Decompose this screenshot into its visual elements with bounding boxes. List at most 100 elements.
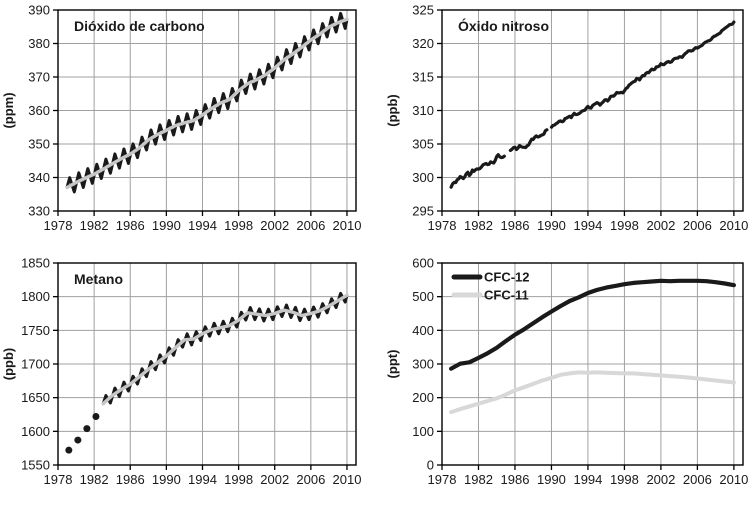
x-tick-label: 1982 [80,218,109,233]
x-tick-label: 2002 [646,218,675,233]
x-tick-label: 1994 [188,472,217,487]
y-tick-label: 1850 [21,256,50,271]
gridlines [442,10,743,211]
y-tick-label: 370 [28,70,50,85]
x-tick-label: 1986 [501,472,530,487]
chart-title: Metano [74,271,123,287]
y-tick-label: 200 [412,390,434,405]
x-tick-label: 1982 [464,218,493,233]
x-tick-label: 2010 [719,472,748,487]
y-tick-label: 1550 [21,458,50,473]
gridlines [58,263,356,465]
y-tick-label: 390 [28,3,50,18]
y-tick-label: 340 [28,170,50,185]
x-tick-label: 1990 [152,472,181,487]
axis-ticks: 330 340 350 360 370 380 390 1978 1982 1986 1990 199… [28,3,361,234]
legend-label-cfc-11: CFC-11 [484,288,529,303]
y-tick-label: 1650 [21,390,50,405]
x-tick-label: 2002 [646,472,675,487]
x-tick-label: 2002 [260,472,289,487]
chart-svg-co2: 330 340 350 360 370 380 390 1978 1982 1986 1990 199… [1,3,361,234]
series-cfc-12 [448,278,736,371]
y-axis-unit-label: (ppt) [385,350,400,379]
x-tick-label: 2006 [296,218,325,233]
series-co2-tendencia [65,17,349,190]
y-axis-unit-label: (ppb) [1,348,16,380]
x-tick-label: 1994 [188,218,217,233]
data-dot [92,413,100,421]
y-tick-label: 295 [412,204,434,219]
x-tick-label: 1978 [44,218,73,233]
y-axis-unit-label: (ppm) [1,92,16,128]
chart-title: Dióxido de carbono [74,18,205,34]
data-dot [83,425,91,433]
y-axis-unit-label: (ppb) [385,94,400,126]
chart-cfc: 0 100 200 300 400 500 600 1978 1982 1986 1990 1994 1… [376,253,753,507]
y-tick-label: 1800 [21,289,50,304]
legend: CFC-12 CFC-11 [451,270,530,303]
chart-nitrous-oxide: 295 300 305 310 315 320 325 1978 1982 1986 1990 199… [376,0,753,253]
chart-carbon-dioxide: 330 340 350 360 370 380 390 1978 1982 1986 1990 199… [0,0,376,253]
x-tick-label: 1978 [428,218,457,233]
x-tick-label: 1986 [116,472,145,487]
x-tick-label: 2006 [683,218,712,233]
y-tick-label: 1750 [21,323,50,338]
x-tick-label: 1998 [224,218,253,233]
x-tick-label: 2006 [296,472,325,487]
series-group [448,278,736,415]
chart-svg-ch4: 1550 1600 1650 1700 1750 1800 1850 1978 1982 1986… [1,256,361,488]
x-tick-label: 1998 [610,218,639,233]
y-tick-label: 100 [412,424,434,439]
x-tick-label: 1994 [573,218,602,233]
y-tick-label: 320 [412,36,434,51]
axis-ticks: 0 100 200 300 400 500 600 1978 1982 1986 1990 1994 1… [412,256,748,488]
y-tick-label: 500 [412,289,434,304]
x-tick-label: 2010 [333,218,362,233]
x-tick-label: 2002 [260,218,289,233]
x-tick-label: 1978 [44,472,73,487]
series-group [65,291,349,454]
y-tick-label: 0 [427,458,434,473]
series-cfc-11 [449,370,736,415]
x-tick-label: 1978 [428,472,457,487]
y-tick-label: 325 [412,3,434,18]
y-tick-label: 360 [28,103,50,118]
y-tick-label: 400 [412,323,434,338]
x-tick-label: 1998 [224,472,253,487]
y-tick-label: 300 [412,170,434,185]
y-tick-label: 1600 [21,424,50,439]
x-tick-label: 1982 [80,472,109,487]
x-tick-label: 1986 [501,218,530,233]
series-ch4-tendencia [101,293,349,406]
chart-svg-n2o: 295 300 305 310 315 320 325 1978 1982 1986 1990 199… [385,3,748,234]
x-tick-label: 1990 [537,472,566,487]
y-tick-label: 600 [412,256,434,271]
series-n2o-mensual [549,20,736,129]
x-tick-label: 2010 [719,218,748,233]
x-tick-label: 2010 [333,472,362,487]
chart-svg-cfc: 0 100 200 300 400 500 600 1978 1982 1986 1990 1994 1… [385,256,748,488]
x-tick-label: 1990 [152,218,181,233]
series-group [65,11,349,194]
series-group [449,20,736,189]
y-tick-label: 330 [28,204,50,219]
y-tick-label: 300 [412,357,434,372]
chart-title: Óxido nitroso [458,17,549,34]
series-n2o-mensual [508,128,549,152]
data-dot [74,436,82,444]
y-tick-label: 350 [28,137,50,152]
axis-ticks: 295 300 305 310 315 320 325 1978 1982 1986 1990 199… [412,3,748,234]
data-dot [65,446,73,454]
axis-ticks: 1550 1600 1650 1700 1750 1800 1850 1978 1982 1986… [21,256,361,488]
chart-methane: 1550 1600 1650 1700 1750 1800 1850 1978 1982 1986… [0,253,376,507]
x-tick-label: 1998 [610,472,639,487]
series-n2o-mensual [449,153,506,189]
y-tick-label: 1700 [21,357,50,372]
x-tick-label: 1990 [537,218,566,233]
y-tick-label: 380 [28,36,50,51]
y-tick-label: 315 [412,70,434,85]
x-tick-label: 2006 [683,472,712,487]
legend-label-cfc-12: CFC-12 [484,270,530,285]
y-tick-label: 305 [412,137,434,152]
